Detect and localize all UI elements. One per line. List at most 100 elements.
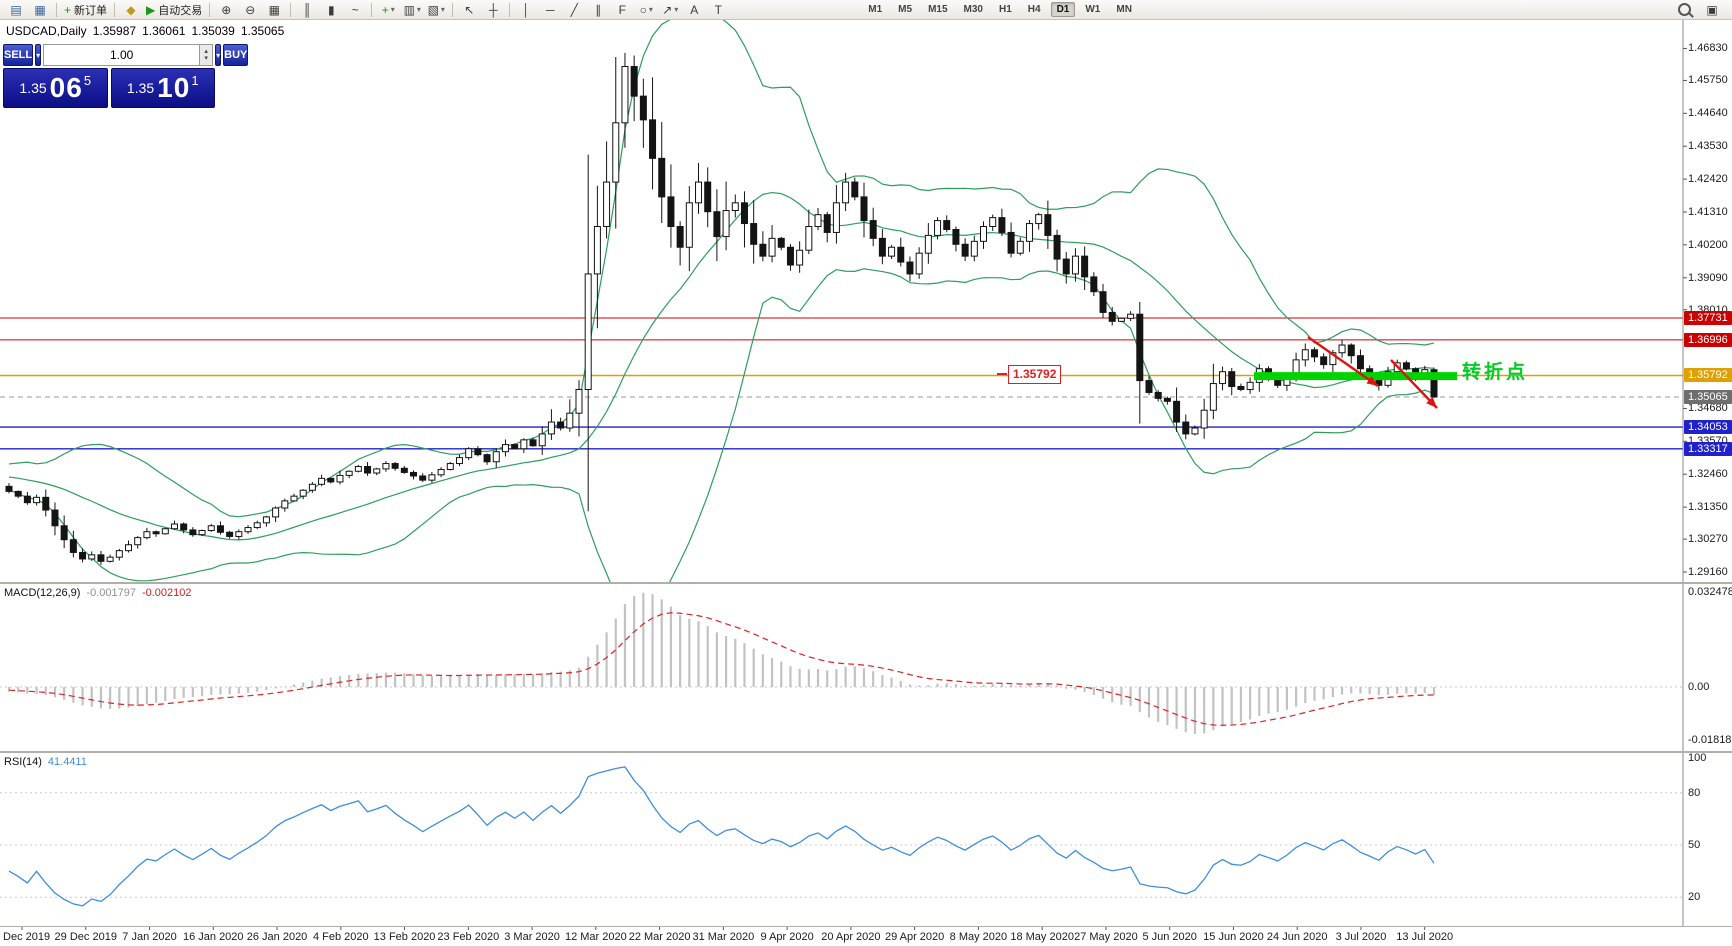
toolbar-separator [56, 2, 57, 17]
trade-panel-quote-row: 1.35 06 5 1.35 10 1 [3, 68, 215, 108]
price-callout-tick [997, 373, 1007, 375]
rsi-value: 41.4411 [47, 756, 87, 768]
text-label-icon[interactable]: T [707, 1, 729, 19]
line-chart-mode-icon[interactable]: ~ [344, 1, 366, 19]
new-order-button[interactable]: + 新订单 [62, 1, 109, 19]
bar-chart-mode-icon[interactable]: ║ [296, 1, 318, 19]
close-value: 1.35065 [240, 24, 285, 38]
rsi-indicator-name: RSI(14) [4, 756, 42, 768]
sell-quote-button[interactable]: 1.35 06 5 [3, 68, 108, 108]
arrows-icon-caret[interactable]: ▾ [674, 5, 679, 14]
timeframe-mn-button[interactable]: MN [1116, 4, 1132, 15]
profiles-icon[interactable]: ▦ [29, 1, 51, 19]
price-callout-label[interactable]: 1.35792 [1008, 365, 1062, 384]
one-click-trading-panel: SELL ▾ ▴ ▾ ▾ BUY 1.35 06 5 [3, 44, 249, 108]
sell-price-big: 06 [49, 72, 83, 103]
candlestick-mode-icon-glyph: ▮ [327, 2, 335, 17]
shapes-icon-caret[interactable]: ▾ [648, 5, 653, 14]
indicators-icon-caret[interactable]: ▾ [390, 5, 395, 14]
turning-point-label[interactable]: 转折点 [1462, 362, 1529, 383]
toolbar-separator [452, 2, 454, 17]
pane-separator-macd[interactable] [0, 582, 1732, 584]
pane-separator-time-axis [0, 926, 1732, 927]
periods-icon-caret[interactable]: ▾ [416, 5, 421, 14]
horizontal-line-icon[interactable]: ─ [539, 1, 561, 19]
timeframe-h4-button[interactable]: H4 [1027, 4, 1041, 15]
zoom-in-icon[interactable]: ⊕ [215, 1, 237, 19]
autotrading-button-glyph: ▶ [146, 2, 156, 17]
buy-button[interactable]: BUY [223, 44, 249, 66]
channel-icon[interactable]: ∥ [587, 1, 609, 19]
bollinger-upper-band [8, 20, 1435, 518]
macd-pane-label: MACD(12,26,9) -0.001797 -0.002102 [4, 587, 192, 599]
symbol-period-label: USDCAD,Daily [6, 24, 87, 38]
shapes-icon[interactable]: ○ ▾ [635, 1, 657, 19]
buy-price-pip: 1 [191, 73, 199, 88]
sell-options-dropdown[interactable]: ▾ [35, 44, 42, 66]
pane-separator-rsi[interactable] [0, 751, 1732, 753]
text-icon[interactable]: A [683, 1, 705, 19]
bar-chart-mode-icon-glyph: ║ [302, 2, 312, 17]
chevron-down-icon: ▾ [204, 55, 208, 62]
sell-button[interactable]: SELL [3, 44, 34, 66]
open-value: 1.35987 [92, 24, 137, 38]
zoom-in-icon-glyph: ⊕ [221, 2, 232, 17]
cursor-icon-glyph: ↖ [464, 2, 475, 17]
buy-quote-button[interactable]: 1.35 10 1 [110, 68, 215, 108]
macd-main-value: -0.001797 [86, 587, 136, 599]
search-icon [1677, 3, 1691, 16]
new-chart-icon[interactable]: ▤ [5, 1, 27, 19]
text-icon-glyph: A [690, 2, 699, 17]
templates-icon-caret[interactable]: ▾ [440, 5, 445, 14]
bollinger-bands [8, 20, 1435, 582]
fibonacci-icon[interactable]: F [611, 1, 633, 19]
timeframe-m1-button[interactable]: M1 [868, 4, 883, 15]
chart-window-icon[interactable]: ▣ [1701, 1, 1723, 19]
trend-arrow-head [1426, 396, 1437, 408]
new-order-button-glyph: + [64, 2, 72, 17]
rsi-pane-label: RSI(14) 41.4411 [4, 756, 87, 768]
timeframe-w1-button[interactable]: W1 [1085, 4, 1101, 15]
autotrading-button-label: 自动交易 [158, 4, 203, 17]
autotrading-button[interactable]: ▶ 自动交易 [144, 1, 204, 19]
metaeditor-icon-glyph: ◆ [126, 2, 136, 17]
toolbar-separator [290, 2, 292, 17]
trend-arrow[interactable] [1390, 359, 1438, 409]
volume-input[interactable] [43, 44, 201, 66]
shapes-icon-glyph: ○ [639, 2, 647, 17]
timeframe-h1-button[interactable]: H1 [998, 4, 1012, 15]
tile-windows-icon[interactable]: ▦ [263, 1, 285, 19]
macd-pane [0, 592, 1683, 734]
trendline-icon[interactable]: ╱ [563, 1, 585, 19]
timeframe-m15-button[interactable]: M15 [928, 4, 948, 15]
trend-arrow[interactable] [1307, 336, 1379, 387]
vertical-line-icon[interactable]: │ [515, 1, 537, 19]
buy-options-dropdown[interactable]: ▾ [215, 44, 222, 66]
timeframe-m5-button[interactable]: M5 [898, 4, 913, 15]
volume-stepper[interactable]: ▴ ▾ [200, 44, 214, 66]
templates-icon[interactable]: ▧ ▾ [425, 1, 447, 19]
tile-windows-icon-glyph: ▦ [268, 2, 280, 17]
cursor-icon[interactable]: ↖ [458, 1, 480, 19]
crosshair-icon[interactable]: ┼ [482, 1, 504, 19]
bollinger-middle-band [8, 191, 1435, 541]
candles [5, 52, 1438, 565]
periods-icon[interactable]: ▥ ▾ [401, 1, 423, 19]
search-icon[interactable] [1673, 1, 1695, 19]
text-label-icon-glyph: T [714, 2, 722, 17]
arrows-icon[interactable]: ↗ ▾ [659, 1, 681, 19]
templates-icon-glyph: ▧ [427, 2, 439, 17]
toolbar-separator [114, 2, 116, 17]
zoom-out-icon[interactable]: ⊖ [239, 1, 261, 19]
timeframe-m30-button[interactable]: M30 [963, 4, 983, 15]
indicators-icon[interactable]: + ▾ [377, 1, 399, 19]
rsi-line [8, 766, 1435, 907]
chevron-up-icon: ▴ [204, 48, 208, 55]
timeframe-d1-button[interactable]: D1 [1050, 2, 1076, 17]
metaeditor-icon[interactable]: ◆ [120, 1, 142, 19]
candlestick-mode-icon[interactable]: ▮ [320, 1, 342, 19]
macd-signal-value: -0.002102 [141, 587, 192, 599]
horizontal-line-icon-glyph: ─ [545, 2, 555, 17]
